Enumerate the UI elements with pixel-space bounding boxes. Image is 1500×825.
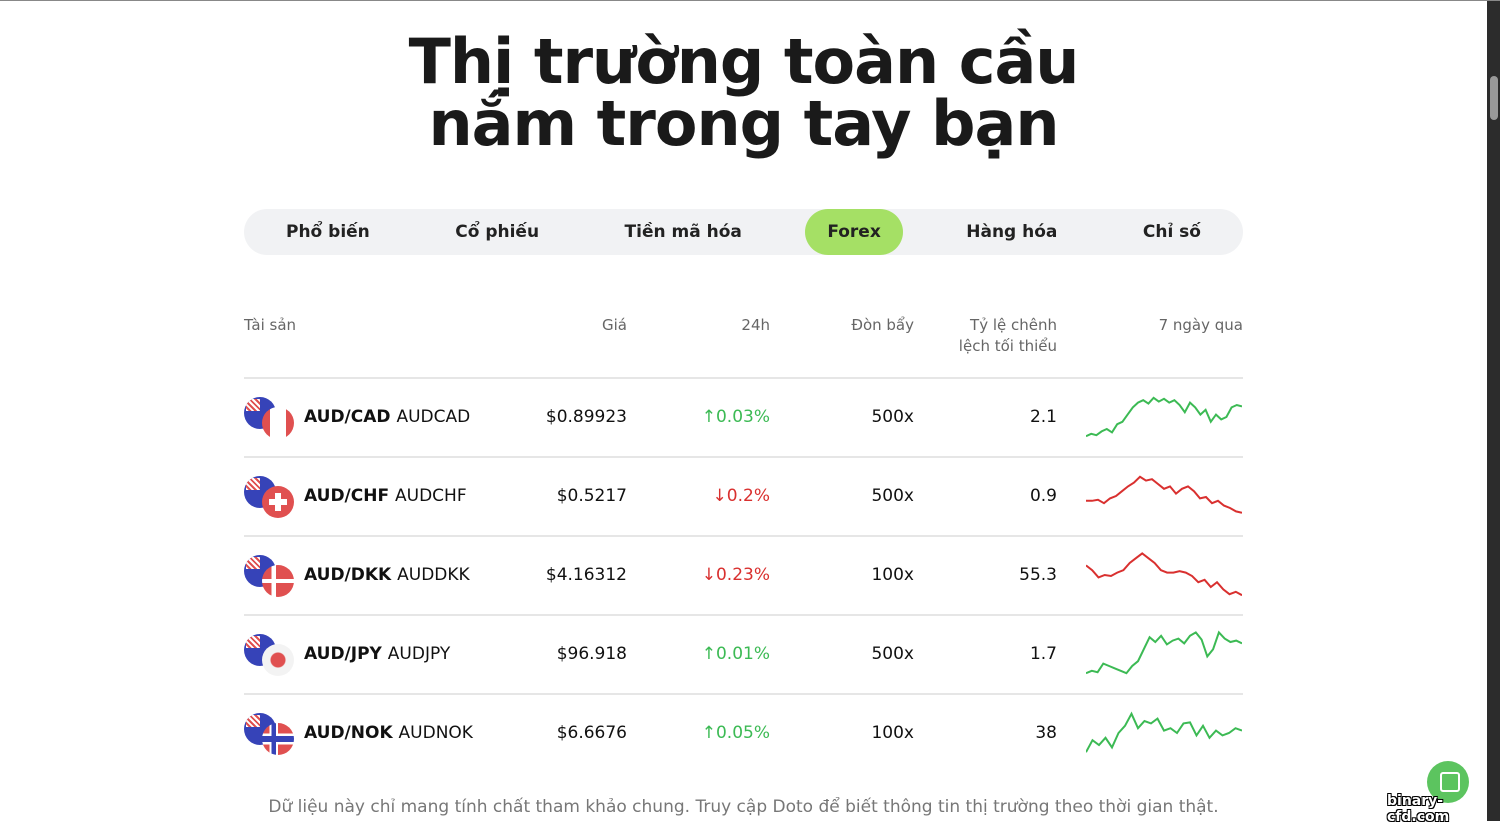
- change-24h: ↑0.05%: [701, 723, 770, 743]
- sparkline-line: [1086, 396, 1242, 438]
- leverage: 500x: [871, 486, 914, 506]
- norway-flag-icon: [262, 723, 294, 755]
- price: $0.89923: [545, 407, 627, 427]
- col-7d: 7 ngày qua: [1158, 316, 1243, 334]
- denmark-flag-icon: [262, 565, 294, 597]
- asset-name[interactable]: AUD/CAD AUDCAD: [304, 407, 471, 427]
- tab-forex[interactable]: Forex: [805, 209, 903, 255]
- sparkline-7d: [1086, 711, 1242, 753]
- scrollbar-thumb[interactable]: [1490, 76, 1498, 120]
- asset-name[interactable]: AUD/JPY AUDJPY: [304, 644, 451, 664]
- switzerland-flag-icon: [262, 486, 294, 518]
- tab-popular[interactable]: Phổ biến: [286, 222, 370, 242]
- col-24h: 24h: [741, 316, 770, 334]
- sparkline-line: [1086, 552, 1242, 597]
- tab-indices[interactable]: Chỉ số: [1142, 222, 1201, 242]
- col-spread: Tỷ lệ chênh lệch tối thiểu: [958, 316, 1057, 355]
- min-spread: 0.9: [1029, 486, 1057, 506]
- sparkline-7d: [1086, 396, 1242, 438]
- sparkline-line: [1086, 475, 1242, 514]
- table-row[interactable]: AUD/DKK AUDDKK $4.16312 ↓0.23% 100x 55.3: [244, 535, 1243, 614]
- change-24h: ↓0.2%: [712, 486, 770, 506]
- japan-flag-icon: [262, 644, 294, 676]
- col-leverage: Đòn bẩy: [851, 316, 914, 334]
- table-row[interactable]: AUD/CAD AUDCAD $0.89923 ↑0.03% 500x 2.1: [244, 377, 1243, 456]
- price: $96.918: [556, 644, 627, 664]
- col-asset: Tài sản: [244, 316, 297, 334]
- leverage: 100x: [871, 565, 914, 585]
- price: $6.6676: [556, 723, 627, 743]
- sparkline-7d: [1086, 630, 1242, 675]
- min-spread: 1.7: [1029, 644, 1057, 664]
- change-24h: ↓0.23%: [701, 565, 770, 585]
- asset-name[interactable]: AUD/DKK AUDDKK: [304, 565, 470, 585]
- currency-flags: [244, 476, 296, 518]
- min-spread: 38: [1035, 723, 1057, 743]
- tab-commodities[interactable]: Hàng hóa: [966, 222, 1058, 242]
- change-24h: ↑0.01%: [701, 644, 770, 664]
- arrow-down-icon: ↓: [701, 565, 716, 585]
- currency-flags: [244, 555, 296, 597]
- scrollbar[interactable]: [1487, 1, 1500, 821]
- price: $0.5217: [556, 486, 627, 506]
- leverage: 500x: [871, 644, 914, 664]
- arrow-down-icon: ↓: [712, 486, 727, 506]
- page-title: Thị trường toàn cầu nắm trong tay bạn: [408, 25, 1080, 160]
- currency-flags: [244, 713, 296, 755]
- price: $4.16312: [545, 565, 627, 585]
- tab-crypto[interactable]: Tiền mã hóa: [624, 222, 742, 242]
- arrow-up-icon: ↑: [701, 407, 716, 427]
- col-price: Giá: [602, 316, 627, 334]
- currency-flags: [244, 397, 296, 439]
- watermark: binary-cfd.com: [1387, 793, 1450, 825]
- leverage: 100x: [871, 723, 914, 743]
- sparkline-7d: [1086, 552, 1242, 597]
- sparkline-line: [1086, 711, 1242, 753]
- disclaimer: Dữ liệu này chỉ mang tính chất tham khảo…: [268, 797, 1219, 817]
- table-row[interactable]: AUD/NOK AUDNOK $6.6676 ↑0.05% 100x 38: [244, 693, 1243, 772]
- market-tabs: Phổ biến Cổ phiếu Tiền mã hóa Forex Hàng…: [244, 209, 1243, 255]
- sparkline-line: [1086, 630, 1242, 675]
- asset-name[interactable]: AUD/NOK AUDNOK: [304, 723, 473, 743]
- chat-button[interactable]: [1427, 761, 1469, 803]
- min-spread: 55.3: [1019, 565, 1057, 585]
- asset-name[interactable]: AUD/CHF AUDCHF: [304, 486, 467, 506]
- sparkline-7d: [1086, 475, 1242, 514]
- table-row[interactable]: AUD/CHF AUDCHF $0.5217 ↓0.2% 500x 0.9: [244, 456, 1243, 535]
- tab-stocks[interactable]: Cổ phiếu: [455, 222, 540, 242]
- min-spread: 2.1: [1029, 407, 1057, 427]
- arrow-up-icon: ↑: [701, 644, 716, 664]
- table-row[interactable]: AUD/JPY AUDJPY $96.918 ↑0.01% 500x 1.7: [244, 614, 1243, 693]
- change-24h: ↑0.03%: [701, 407, 770, 427]
- canada-flag-icon: [262, 407, 294, 439]
- leverage: 500x: [871, 407, 914, 427]
- currency-flags: [244, 634, 296, 676]
- arrow-up-icon: ↑: [701, 723, 716, 743]
